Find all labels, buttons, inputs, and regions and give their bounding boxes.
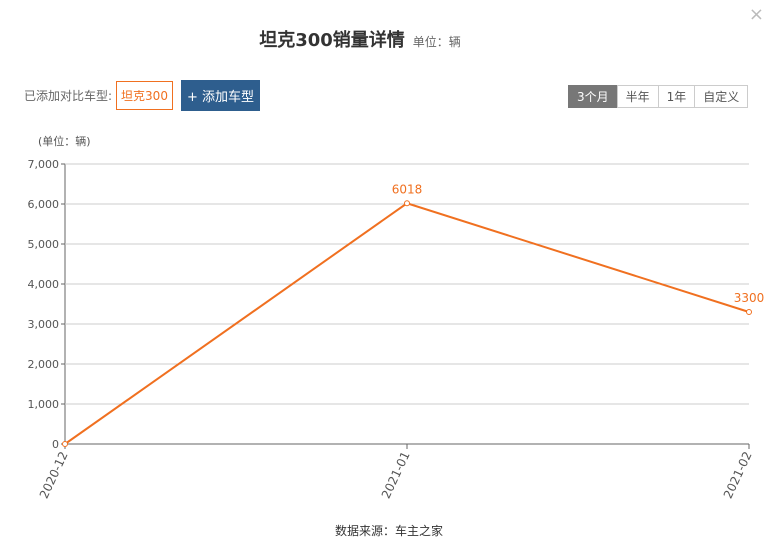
point xyxy=(404,200,410,207)
y-tick-label: 6,000 xyxy=(28,198,60,211)
close-button[interactable]: × xyxy=(748,4,764,25)
x-tick-label: 2021-02 xyxy=(721,449,755,500)
data-label: 3300 xyxy=(734,291,765,305)
title-bar: 坦克300销量详情 单位：辆 xyxy=(0,26,720,52)
y-tick-label: 5,000 xyxy=(28,238,60,251)
y-tick-label: 3,000 xyxy=(28,318,60,331)
range-tabs: 3个月 半年 1年 自定义 xyxy=(568,85,749,108)
compare-label: 已添加对比车型: xyxy=(24,89,113,103)
y-tick-label: 0 xyxy=(52,438,59,451)
range-tab[interactable]: 自定义 xyxy=(694,85,749,108)
y-tick-label: 7,000 xyxy=(28,158,60,171)
compare-bar: 已添加对比车型: 坦克300 + 添加车型 xyxy=(24,80,260,111)
y-tick-label: 2,000 xyxy=(28,358,60,371)
y-tick-label: 1,000 xyxy=(28,398,60,411)
point xyxy=(62,441,68,447)
add-model-button[interactable]: + 添加车型 xyxy=(180,80,260,111)
y-tick-label: 4,000 xyxy=(28,278,60,291)
title: 坦克300销量详情 xyxy=(259,30,405,51)
selected-model[interactable]: 坦克300 xyxy=(116,81,173,110)
point xyxy=(746,309,752,315)
x-tick-label: 2021-01 xyxy=(379,449,413,500)
chart: (单位：辆) 0 1,000 2,000 3,000 4,000 5,000 6,000 7,0… xyxy=(28,134,765,501)
x-tick-label: 2020-12 xyxy=(37,449,71,500)
unit: 单位：辆 xyxy=(412,35,461,49)
y-axis-label: (单位：辆) xyxy=(38,134,91,148)
data-label: 6018 xyxy=(392,182,423,196)
source: 数据来源：车主之家 xyxy=(334,524,443,538)
